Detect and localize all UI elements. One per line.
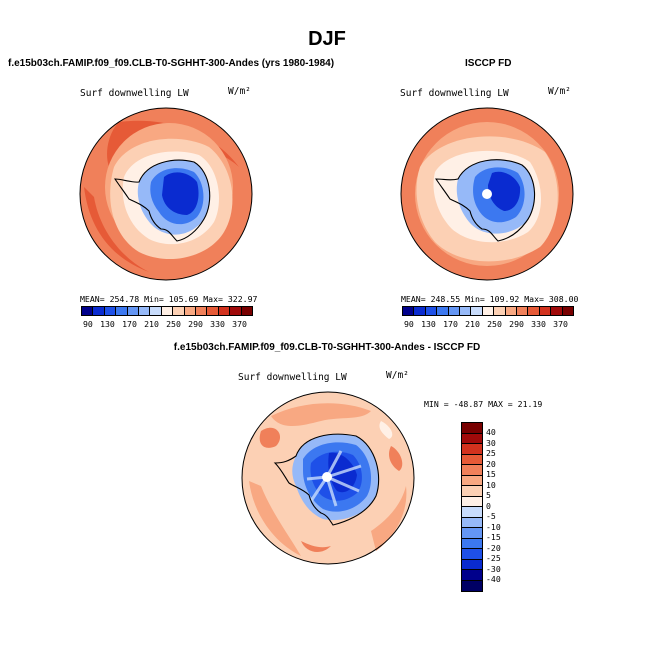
- colorbar-swatch: [161, 307, 174, 315]
- colorbar-swatch: [462, 507, 482, 518]
- panel-diff-title: f.e15b03ch.FAMIP.f09_f09.CLB-T0-SGHHT-30…: [173, 342, 481, 353]
- colorbar-swatch: [82, 307, 94, 315]
- colorbar-swatch: [116, 307, 128, 315]
- colorbar-tick-label: 20: [486, 458, 496, 469]
- colorbar-tick-label: 330: [210, 319, 225, 329]
- colorbar-tick-label: -15: [486, 532, 501, 542]
- colorbar-swatch: [462, 454, 482, 465]
- colorbar-swatch: [462, 423, 482, 434]
- colorbar-tick-label: 370: [553, 319, 568, 329]
- colorbar-swatch: [437, 307, 449, 315]
- colorbar-tick-label: 250: [487, 319, 502, 329]
- colorbar-tick-label: 210: [465, 319, 480, 329]
- colorbar-tick-label: 10: [486, 479, 496, 490]
- colorbar-model-labels: 90 130 170 210 250 290 330 370: [83, 319, 247, 329]
- colorbar-tick-label: 170: [122, 319, 137, 329]
- colorbar-tick-label: 330: [531, 319, 546, 329]
- colorbar-swatch: [505, 307, 518, 315]
- colorbar-tick-label: 210: [144, 319, 159, 329]
- colorbar-obs-labels: 90 130 170 210 250 290 330 370: [404, 319, 568, 329]
- colorbar-swatch: [462, 517, 482, 528]
- colorbar-swatch: [462, 528, 482, 539]
- colorbar-swatch: [184, 307, 197, 315]
- panel-obs-title: ISCCP FD: [465, 58, 512, 69]
- panel-model-stats: MEAN= 254.78 Min= 105.69 Max= 322.97: [80, 294, 258, 304]
- panel-obs-units: W/m²: [548, 86, 571, 97]
- colorbar-swatch: [462, 433, 482, 444]
- colorbar-swatch: [196, 307, 208, 315]
- colorbar-tick-label: -30: [486, 563, 501, 574]
- colorbar-diff: [461, 422, 483, 592]
- colorbar-swatch: [462, 496, 482, 507]
- panel-model-variable: Surf downwelling LW: [80, 88, 189, 99]
- colorbar-tick-label: 130: [100, 319, 115, 329]
- polar-map-obs: [400, 107, 574, 281]
- colorbar-swatch: [425, 307, 438, 315]
- colorbar-swatch: [93, 307, 105, 315]
- polar-map-diff: [241, 391, 415, 565]
- colorbar-swatch: [517, 307, 529, 315]
- colorbar-tick-label: 30: [486, 437, 496, 448]
- colorbar-swatch: [462, 475, 482, 486]
- colorbar-tick-label: 15: [486, 469, 496, 479]
- colorbar-swatch: [127, 307, 140, 315]
- colorbar-swatch: [173, 307, 185, 315]
- colorbar-tick-label: 25: [486, 448, 496, 458]
- colorbar-swatch: [462, 559, 482, 570]
- colorbar-tick-label: 0: [486, 500, 491, 511]
- colorbar-swatch: [241, 307, 253, 315]
- colorbar-tick-label: 90: [83, 319, 93, 329]
- colorbar-swatch: [482, 307, 495, 315]
- panel-model-units: W/m²: [228, 86, 251, 97]
- colorbar-swatch: [471, 307, 483, 315]
- colorbar-swatch: [218, 307, 231, 315]
- colorbar-swatch: [528, 307, 540, 315]
- colorbar-swatch: [462, 486, 482, 497]
- colorbar-swatch: [414, 307, 426, 315]
- colorbar-swatch: [562, 307, 574, 315]
- colorbar-tick-label: 170: [443, 319, 458, 329]
- colorbar-tick-label: 5: [486, 490, 491, 500]
- colorbar-tick-label: -20: [486, 542, 501, 553]
- colorbar-tick-label: 90: [404, 319, 414, 329]
- colorbar-tick-label: -10: [486, 521, 501, 532]
- colorbar-swatch: [230, 307, 242, 315]
- colorbar-swatch: [448, 307, 461, 315]
- colorbar-tick-label: 250: [166, 319, 181, 329]
- colorbar-swatch: [104, 307, 117, 315]
- colorbar-swatch: [462, 444, 482, 455]
- colorbar-tick-label: 40: [486, 427, 496, 437]
- colorbar-swatch: [462, 538, 482, 549]
- colorbar-obs: [402, 306, 574, 316]
- colorbar-swatch: [462, 549, 482, 560]
- colorbar-model: [81, 306, 253, 316]
- colorbar-swatch: [494, 307, 506, 315]
- colorbar-tick-label: 130: [421, 319, 436, 329]
- colorbar-tick-label: -25: [486, 553, 501, 563]
- panel-diff-variable: Surf downwelling LW: [238, 372, 347, 383]
- panel-model-title: f.e15b03ch.FAMIP.f09_f09.CLB-T0-SGHHT-30…: [8, 58, 335, 69]
- colorbar-tick-label: 290: [188, 319, 203, 329]
- colorbar-swatch: [139, 307, 151, 315]
- colorbar-swatch: [207, 307, 219, 315]
- colorbar-swatch: [462, 580, 482, 591]
- colorbar-swatch: [403, 307, 415, 315]
- panel-diff-stats: MIN = -48.87 MAX = 21.19: [424, 399, 543, 409]
- colorbar-tick-label: -40: [486, 574, 501, 584]
- colorbar-tick-label: 290: [509, 319, 524, 329]
- colorbar-swatch: [462, 465, 482, 476]
- colorbar-swatch: [539, 307, 552, 315]
- panel-obs-stats: MEAN= 248.55 Min= 109.92 Max= 308.00: [401, 294, 579, 304]
- polar-map-model: [79, 107, 253, 281]
- colorbar-swatch: [462, 570, 482, 581]
- colorbar-tick-label: -5: [486, 511, 496, 521]
- colorbar-tick-label: 370: [232, 319, 247, 329]
- colorbar-swatch: [150, 307, 162, 315]
- panel-obs-variable: Surf downwelling LW: [400, 88, 509, 99]
- figure-title: DJF: [308, 28, 346, 50]
- colorbar-diff-labels: 40 30 25 20 15 10 5 0 -5 -10 -15 -20 -25 -30 -40: [486, 427, 501, 585]
- colorbar-swatch: [551, 307, 563, 315]
- panel-diff-units: W/m²: [386, 370, 409, 381]
- colorbar-swatch: [460, 307, 472, 315]
